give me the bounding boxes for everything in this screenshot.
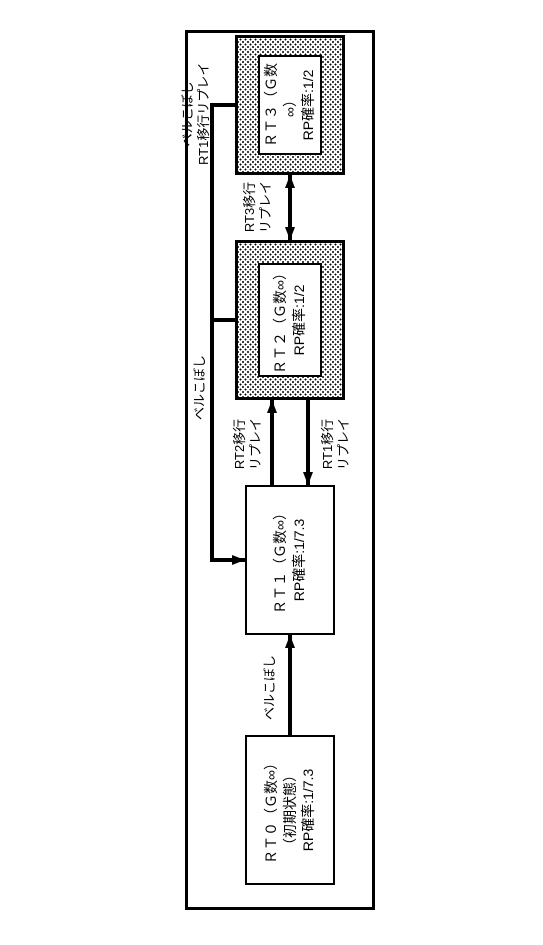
node-rt0-line: RP確率:1/7.3 <box>299 769 318 851</box>
node-rt2-line: ＲＴ２（Ｇ数∞） <box>271 266 290 374</box>
node-rt3-line: ＲＴ３（Ｇ数∞） <box>262 57 300 153</box>
edge-label-line: ベルこぼし <box>262 655 278 720</box>
edge-label-line: リプレイ <box>336 418 352 470</box>
edge-label: ベルこぼし <box>262 655 278 720</box>
node-rt2: ＲＴ２（Ｇ数∞）RP確率:1/2 <box>258 263 322 377</box>
edge-label-line: ベルこぼし <box>192 355 208 420</box>
edge-label-line: ベルこぼし <box>180 63 196 165</box>
node-rt0-line: ＲＴ０（Ｇ数∞） <box>262 756 281 864</box>
diagram-stage: ＲＴ０（Ｇ数∞）（初期状態）RP確率:1/7.3ＲＴ１（Ｇ数∞）RP確率:1/7… <box>0 0 543 945</box>
node-rt1-line: ＲＴ１（Ｇ数∞） <box>271 506 290 614</box>
node-rt1: ＲＴ１（Ｇ数∞）RP確率:1/7.3 <box>245 485 335 635</box>
edge-label: RT3移行リプレイ <box>242 181 275 233</box>
node-rt0: ＲＴ０（Ｇ数∞）（初期状態）RP確率:1/7.3 <box>245 735 335 885</box>
edge-label-line: RT2移行 <box>232 418 248 470</box>
node-rt2-line: RP確率:1/2 <box>290 285 309 356</box>
edge-label-line: RT1移行 <box>320 418 336 470</box>
edge-label: RT1移行リプレイ <box>320 418 353 470</box>
edge-label: ベルこぼしRT1移行リプレイ <box>180 63 213 165</box>
edge-label: RT2移行リプレイ <box>232 418 265 470</box>
edge-label-line: RT3移行 <box>242 181 258 233</box>
edge-label-line: RT1移行リプレイ <box>196 63 212 165</box>
node-rt3-line: RP確率:1/2 <box>299 70 318 141</box>
node-rt3: ＲＴ３（Ｇ数∞）RP確率:1/2 <box>258 55 322 155</box>
edge-label-line: リプレイ <box>258 181 274 233</box>
node-rt1-line: RP確率:1/7.3 <box>290 519 309 601</box>
node-rt0-line: （初期状態） <box>281 768 300 852</box>
edge-label-line: リプレイ <box>248 418 264 470</box>
edge-label: ベルこぼし <box>192 355 208 420</box>
diagram-canvas: ＲＴ０（Ｇ数∞）（初期状態）RP確率:1/7.3ＲＴ１（Ｇ数∞）RP確率:1/7… <box>0 0 543 945</box>
